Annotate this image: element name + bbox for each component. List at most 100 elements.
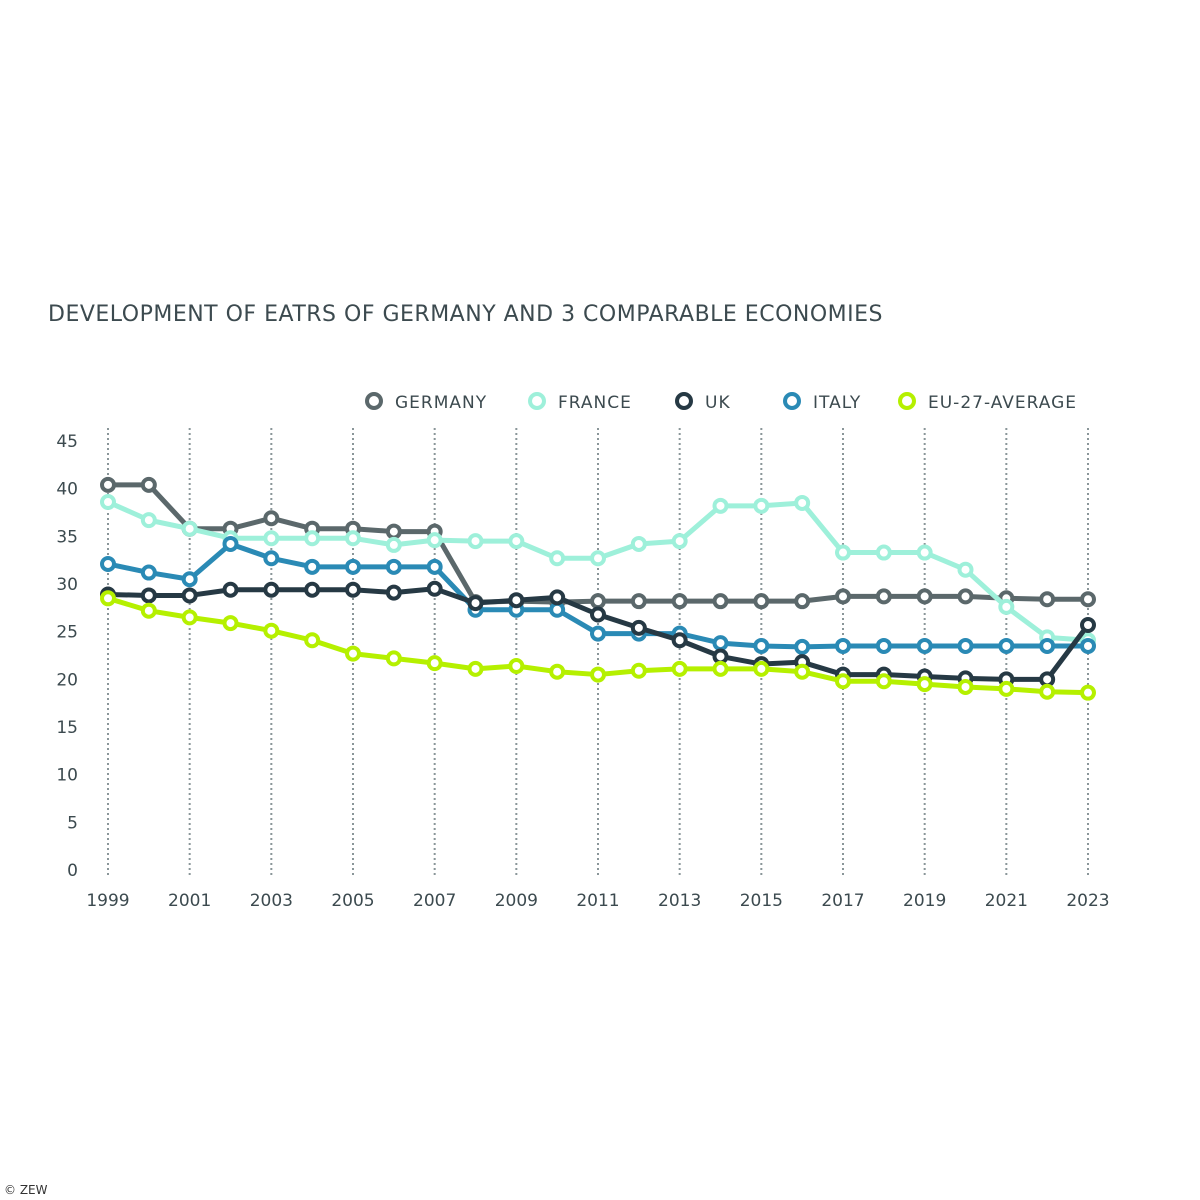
data-point-uk <box>467 595 484 612</box>
data-point-germany <box>1039 591 1056 608</box>
x-tick-label: 1999 <box>86 891 129 911</box>
data-point-france <box>263 530 280 547</box>
x-tick-label: 2021 <box>985 891 1028 911</box>
data-point-france <box>467 533 484 550</box>
data-point-eu-27-average <box>222 615 239 632</box>
data-point-france <box>385 536 402 553</box>
data-point-italy <box>345 558 361 575</box>
data-point-eu-27-average <box>712 660 729 677</box>
data-point-uk <box>426 580 443 597</box>
copyright-credit: © ZEW <box>4 1183 48 1197</box>
data-point-france <box>508 533 525 550</box>
data-point-germany <box>835 588 851 605</box>
data-point-france <box>957 561 974 578</box>
data-point-italy <box>1039 637 1056 654</box>
data-point-uk <box>345 581 361 598</box>
data-point-france <box>426 532 443 549</box>
legend-marker-france <box>528 392 546 410</box>
data-point-france <box>181 520 198 537</box>
data-point-uk <box>222 581 239 598</box>
data-point-eu-27-average <box>1039 683 1056 700</box>
x-tick-label: 2005 <box>331 891 374 911</box>
data-point-germany <box>671 593 688 610</box>
data-point-france <box>345 530 361 547</box>
data-point-uk <box>508 592 525 609</box>
data-point-eu-27-average <box>1080 684 1096 701</box>
data-point-uk <box>181 587 198 604</box>
data-point-france <box>712 497 729 514</box>
x-tick-label: 2009 <box>495 891 538 911</box>
data-point-uk <box>263 581 280 598</box>
data-point-italy <box>1080 637 1096 654</box>
y-tick-label: 10 <box>56 766 78 786</box>
data-point-germany <box>712 593 729 610</box>
data-point-france <box>794 494 811 511</box>
data-point-france <box>630 535 647 552</box>
x-tick-label: 2013 <box>658 891 701 911</box>
data-point-germany <box>263 510 280 527</box>
data-point-germany <box>957 588 974 605</box>
legend-marker-germany <box>365 392 383 410</box>
data-point-italy <box>957 637 974 654</box>
data-point-italy <box>222 535 239 552</box>
data-point-italy <box>916 637 933 654</box>
data-point-france <box>916 544 933 561</box>
data-point-france <box>998 598 1015 615</box>
data-point-uk <box>549 589 566 606</box>
legend-label-uk: UK <box>705 393 731 413</box>
data-point-italy <box>100 555 116 572</box>
data-point-germany <box>794 593 811 610</box>
data-point-eu-27-average <box>590 666 606 683</box>
data-point-germany <box>140 476 157 493</box>
legend-marker-italy <box>783 392 801 410</box>
x-tick-label: 2011 <box>576 891 619 911</box>
data-point-eu-27-average <box>549 663 566 680</box>
data-point-italy <box>426 558 443 575</box>
data-point-eu-27-average <box>998 680 1015 697</box>
data-point-eu-27-average <box>794 663 811 680</box>
legend-marker-eu-27-average <box>898 392 916 410</box>
data-point-germany <box>916 588 933 605</box>
data-point-france <box>875 544 892 561</box>
data-point-eu-27-average <box>671 660 688 677</box>
data-point-france <box>100 494 116 511</box>
data-point-italy <box>753 637 770 654</box>
data-point-france <box>671 533 688 550</box>
data-point-eu-27-average <box>385 650 402 667</box>
data-point-italy <box>181 571 198 588</box>
data-point-eu-27-average <box>426 655 443 672</box>
legend-marker-uk <box>675 392 693 410</box>
x-tick-label: 2015 <box>740 891 783 911</box>
data-point-eu-27-average <box>957 678 974 695</box>
y-tick-label: 20 <box>56 670 78 690</box>
data-point-uk <box>1080 616 1096 633</box>
data-point-uk <box>140 587 157 604</box>
legend-label-germany: GERMANY <box>395 393 487 413</box>
data-point-italy <box>385 558 402 575</box>
data-point-italy <box>794 638 811 655</box>
data-point-uk <box>304 581 321 598</box>
y-tick-label: 0 <box>67 861 78 881</box>
legend-label-italy: ITALY <box>813 393 861 413</box>
data-point-italy <box>998 637 1015 654</box>
y-tick-label: 25 <box>56 623 78 643</box>
legend-label-france: FRANCE <box>558 393 632 413</box>
data-point-eu-27-average <box>916 676 933 693</box>
data-point-france <box>549 550 566 567</box>
y-tick-label: 30 <box>56 575 78 595</box>
data-point-uk <box>590 606 606 623</box>
data-point-eu-27-average <box>835 673 851 690</box>
data-point-germany <box>875 588 892 605</box>
data-point-germany <box>1080 591 1096 608</box>
data-point-eu-27-average <box>345 645 361 662</box>
data-point-eu-27-average <box>875 673 892 690</box>
data-point-france <box>590 550 606 567</box>
data-point-eu-27-average <box>508 657 525 674</box>
data-point-uk <box>712 648 729 665</box>
data-point-germany <box>630 593 647 610</box>
data-point-eu-27-average <box>753 660 770 677</box>
data-point-eu-27-average <box>181 609 198 626</box>
data-point-germany <box>753 593 770 610</box>
data-point-france <box>753 497 770 514</box>
